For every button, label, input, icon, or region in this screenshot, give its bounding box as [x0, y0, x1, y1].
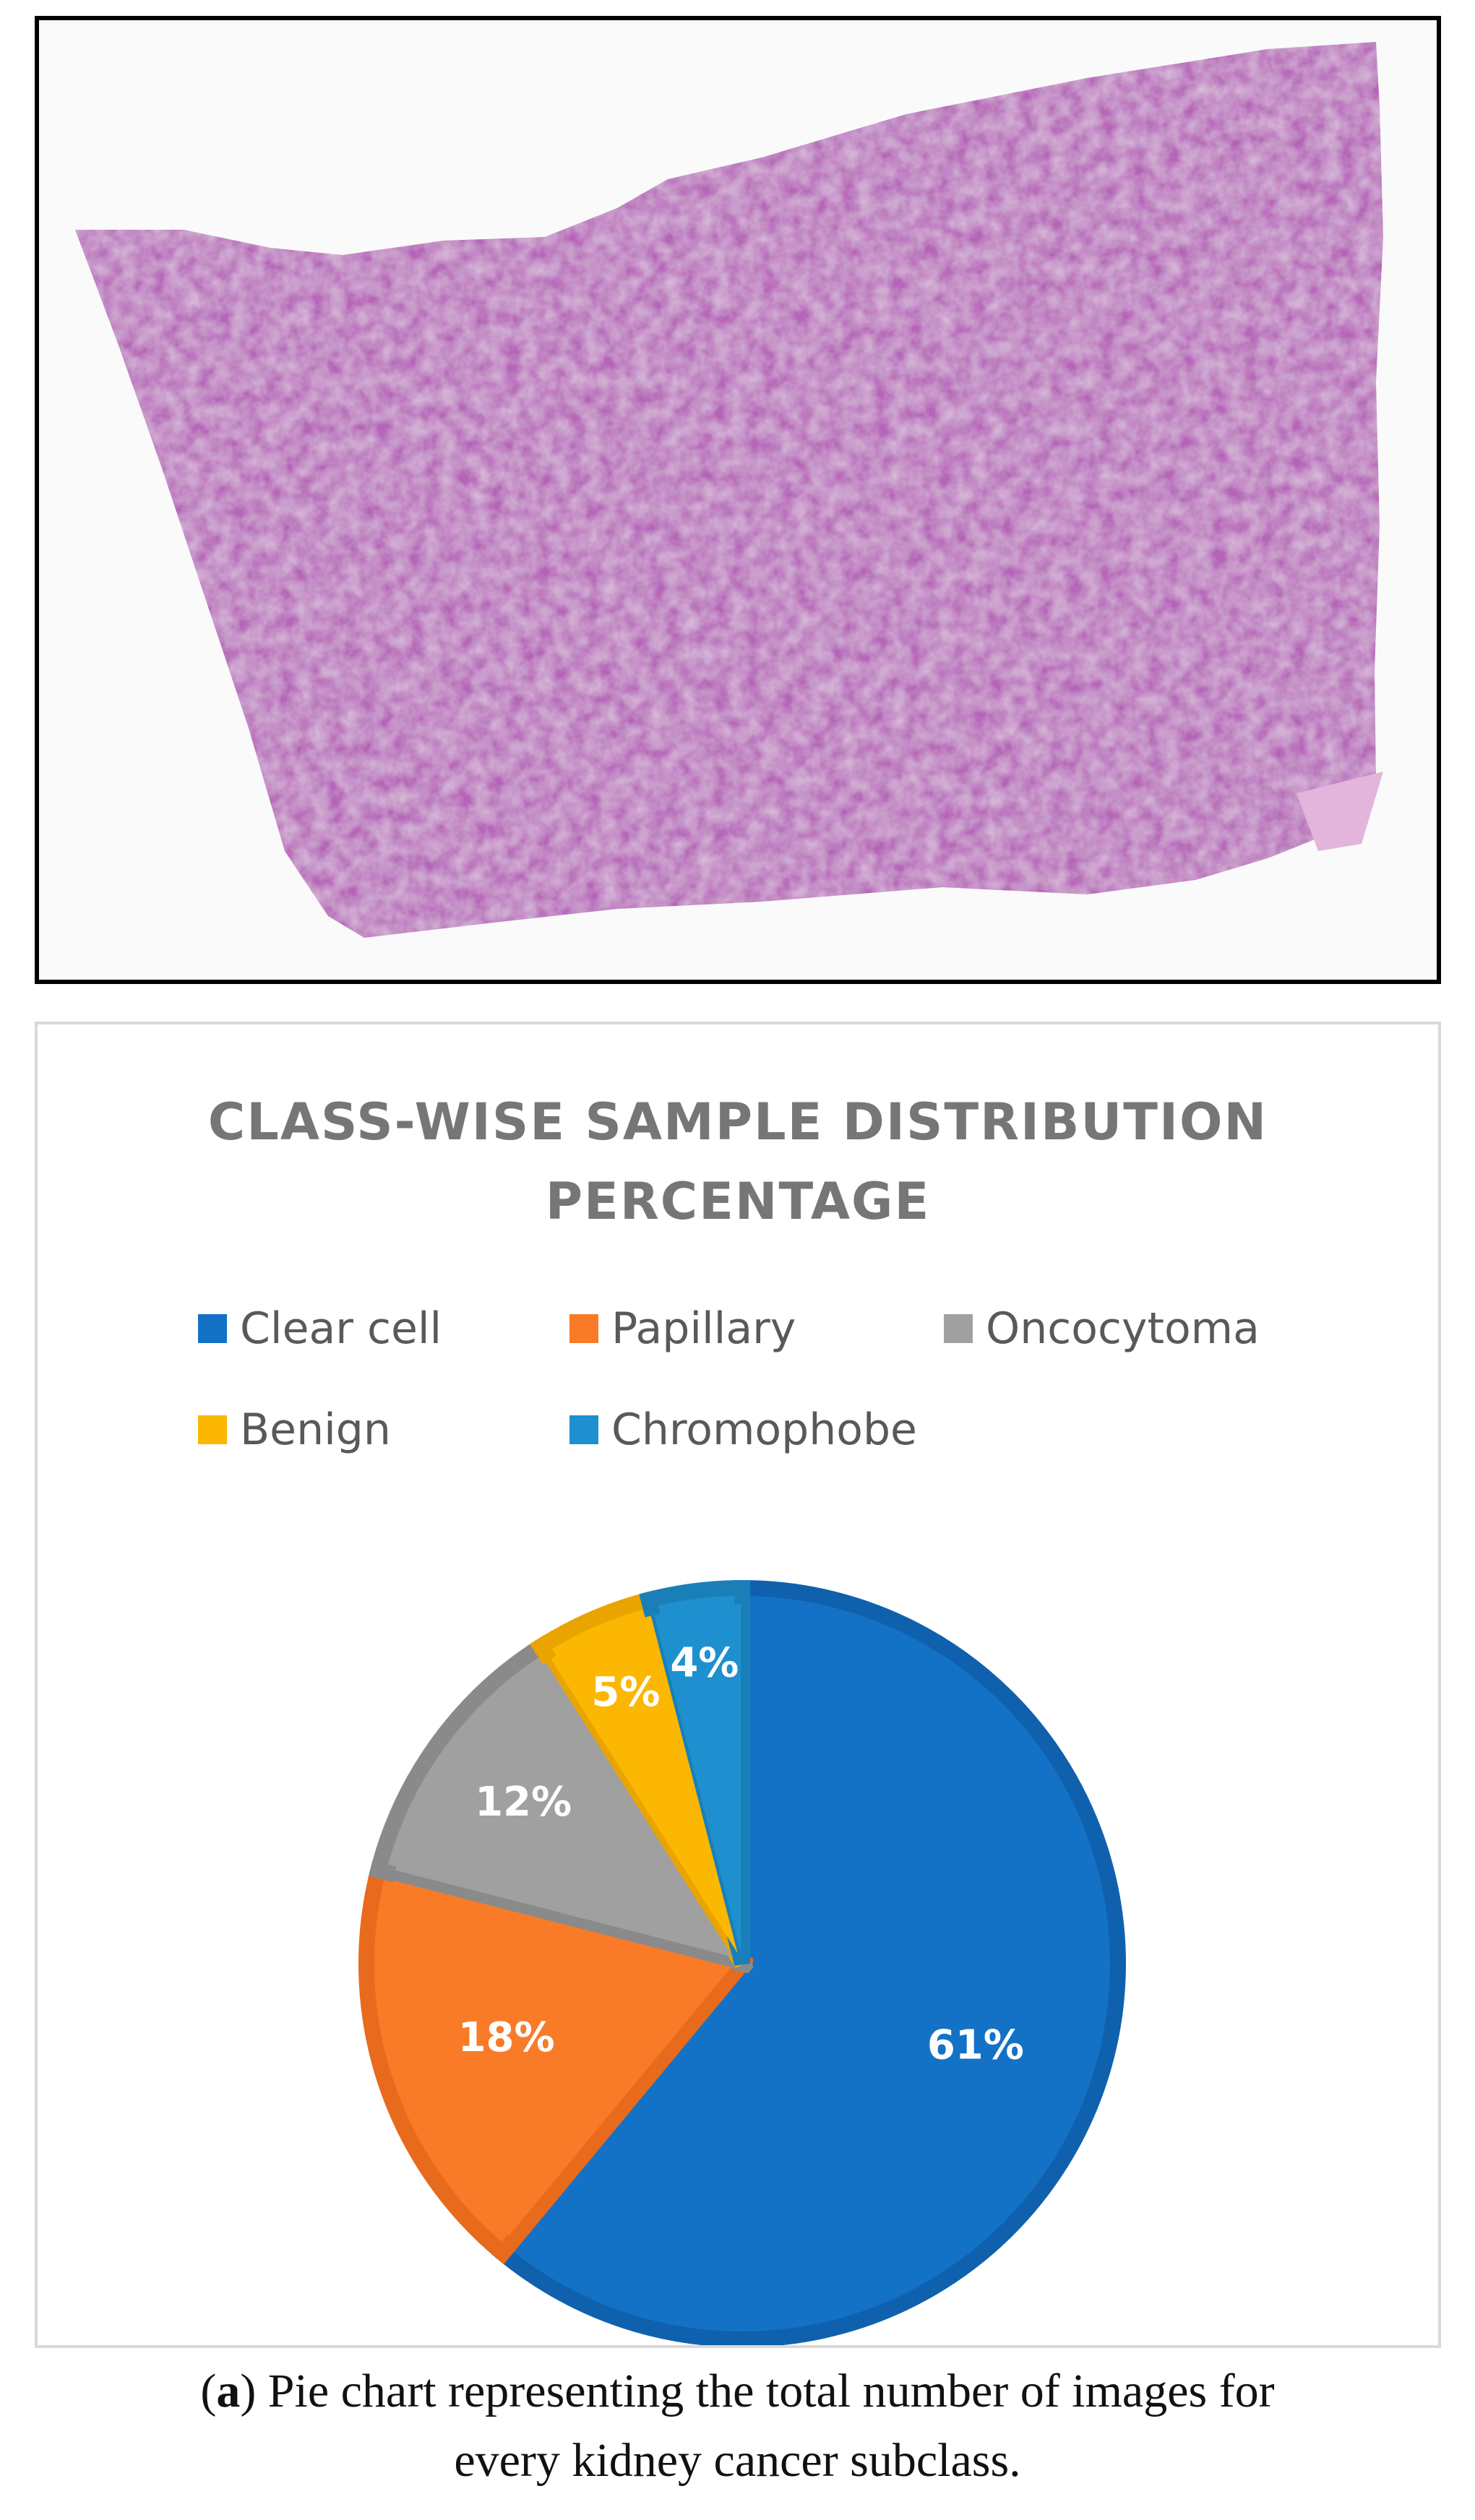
figure-caption: (a) Pie chart representing the total num…	[0, 2357, 1475, 2495]
caption-tag: a	[216, 2365, 241, 2417]
legend-item-papillary[interactable]: Papillary	[569, 1303, 796, 1354]
legend-label: Clear cell	[240, 1303, 442, 1354]
chart-title-line-2: PERCENTAGE	[545, 1172, 931, 1231]
legend: Clear cell Papillary Oncocytoma Benign C…	[38, 1024, 1438, 2345]
pie-label-chromophobe: 4%	[670, 1639, 739, 1686]
pie-chart: 61% 18% 12% 5%4%	[358, 1579, 1126, 2345]
caption-line-1-text: Pie chart representing the total number …	[267, 2365, 1275, 2417]
pie-label-clear-cell: 61%	[927, 2021, 1024, 2068]
legend-item-oncocytoma[interactable]: Oncocytoma	[944, 1303, 1260, 1354]
histology-image-panel	[35, 16, 1441, 984]
legend-item-benign[interactable]: Benign	[198, 1404, 391, 1455]
pie-slice-face-papillary	[382, 1881, 731, 2236]
legend-swatch	[198, 1314, 227, 1343]
legend-label: Papillary	[611, 1303, 796, 1354]
caption-line-1: (a) Pie chart representing the total num…	[200, 2365, 1275, 2417]
pie-slice-face-chromophobe	[654, 1604, 741, 1953]
chart-panel: CLASS-WISE SAMPLE DISTRIBUTION PERCENTAG…	[35, 1022, 1441, 2348]
pie-slice-face-benign	[551, 1615, 738, 1954]
legend-item-chromophobe[interactable]: Chromophobe	[569, 1404, 917, 1455]
pie-label-oncocytoma: 12%	[475, 1779, 572, 1826]
legend-label: Oncocytoma	[986, 1303, 1260, 1354]
pie-label-papillary: 18%	[458, 2014, 555, 2061]
legend-swatch	[569, 1314, 598, 1343]
legend-swatch	[569, 1415, 598, 1444]
legend-label: Benign	[240, 1404, 391, 1455]
pie-slice-face-oncocytoma	[395, 1662, 734, 1957]
legend-item-clear-cell[interactable]: Clear cell	[198, 1303, 442, 1354]
tissue-fold	[1296, 772, 1383, 851]
caption-line-2: every kidney cancer subclass.	[454, 2434, 1021, 2487]
legend-swatch	[944, 1314, 973, 1343]
legend-swatch	[198, 1415, 227, 1444]
pie-slice-face-clear-cell	[530, 1619, 1102, 2316]
tissue-image	[75, 42, 1383, 938]
tissue-section	[75, 42, 1383, 938]
chart-title: CLASS-WISE SAMPLE DISTRIBUTION PERCENTAG…	[38, 1082, 1438, 1241]
pie-label-benign: 5%	[591, 1669, 660, 1716]
chart-title-line-1: CLASS-WISE SAMPLE DISTRIBUTION	[207, 1092, 1268, 1152]
legend-label: Chromophobe	[611, 1404, 917, 1455]
